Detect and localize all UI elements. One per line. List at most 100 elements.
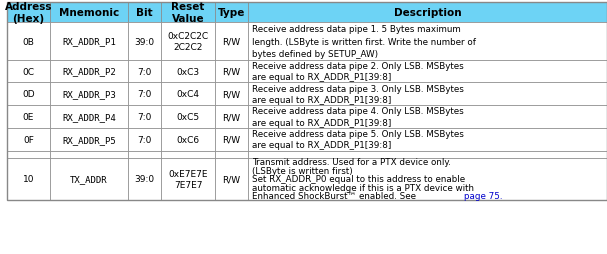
Text: Reset
Value: Reset Value [171, 2, 205, 24]
Text: 7:0: 7:0 [137, 113, 152, 122]
Text: 7:0: 7:0 [137, 90, 152, 99]
Text: 0xE7E7E
7E7E7: 0xE7E7E 7E7E7 [168, 169, 208, 189]
Bar [128, 151, 161, 158]
Text: Mnemonic: Mnemonic [59, 8, 119, 18]
Bar [50, 60, 128, 83]
Text: Receive address data pipe 2. Only LSB. MSBytes: Receive address data pipe 2. Only LSB. M… [252, 62, 463, 71]
Text: R/W: R/W [223, 37, 240, 46]
Bar [7, 3, 607, 200]
Text: R/W: R/W [223, 90, 240, 99]
Text: 0xC6: 0xC6 [177, 135, 200, 144]
Text: 0B: 0B [22, 37, 35, 46]
Text: page 75.: page 75. [464, 192, 503, 200]
Bar [50, 83, 128, 106]
Bar [161, 23, 215, 60]
Text: Receive address data pipe 3. Only LSB. MSBytes: Receive address data pipe 3. Only LSB. M… [252, 84, 464, 93]
Bar [215, 83, 248, 106]
Text: R/W: R/W [223, 113, 240, 122]
Bar [7, 128, 50, 151]
Bar [215, 158, 248, 200]
Bar [7, 151, 50, 158]
Bar [161, 60, 215, 83]
Bar [248, 3, 607, 23]
Text: Type: Type [218, 8, 245, 18]
Text: Receive address data pipe 5. Only LSB. MSBytes: Receive address data pipe 5. Only LSB. M… [252, 130, 464, 138]
Text: 0xC2C2C
2C2C2: 0xC2C2C 2C2C2 [168, 32, 209, 52]
Bar [248, 23, 607, 60]
Bar [7, 3, 50, 23]
Text: 0D: 0D [22, 90, 35, 99]
Bar [248, 60, 607, 83]
Bar [128, 106, 161, 128]
Bar [248, 151, 607, 158]
Text: (LSByte is written first): (LSByte is written first) [252, 166, 353, 175]
Text: RX_ADDR_P5: RX_ADDR_P5 [62, 135, 116, 144]
Text: length. (LSByte is written first. Write the number of: length. (LSByte is written first. Write … [252, 37, 475, 46]
Bar [215, 60, 248, 83]
Text: 0C: 0C [22, 67, 35, 76]
Bar [215, 3, 248, 23]
Bar [50, 3, 128, 23]
Text: 0E: 0E [22, 113, 34, 122]
Text: RX_ADDR_P1: RX_ADDR_P1 [62, 37, 116, 46]
Text: 10: 10 [22, 175, 34, 184]
Bar [7, 83, 50, 106]
Bar [50, 158, 128, 200]
Text: Address
(Hex): Address (Hex) [5, 2, 52, 24]
Bar [50, 151, 128, 158]
Text: Transmit address. Used for a PTX device only.: Transmit address. Used for a PTX device … [252, 158, 450, 167]
Text: automatic acknowledge if this is a PTX device with: automatic acknowledge if this is a PTX d… [252, 183, 473, 192]
Bar [215, 106, 248, 128]
Text: 7:0: 7:0 [137, 67, 152, 76]
Text: 0xC4: 0xC4 [177, 90, 200, 99]
Bar [128, 128, 161, 151]
Bar [161, 83, 215, 106]
Bar [248, 83, 607, 106]
Text: Set RX_ADDR_P0 equal to this address to enable: Set RX_ADDR_P0 equal to this address to … [252, 175, 465, 184]
Bar [50, 23, 128, 60]
Text: 0F: 0F [23, 135, 34, 144]
Text: are equal to RX_ADDR_P1[39:8]: are equal to RX_ADDR_P1[39:8] [252, 96, 391, 105]
Bar [161, 3, 215, 23]
Bar [50, 106, 128, 128]
Text: 39:0: 39:0 [135, 175, 155, 184]
Bar [248, 106, 607, 128]
Text: are equal to RX_ADDR_P1[39:8]: are equal to RX_ADDR_P1[39:8] [252, 141, 391, 150]
Text: are equal to RX_ADDR_P1[39:8]: are equal to RX_ADDR_P1[39:8] [252, 73, 391, 82]
Bar [161, 158, 215, 200]
Text: Enhanced ShockBurst™ enabled. See: Enhanced ShockBurst™ enabled. See [252, 192, 418, 200]
Text: R/W: R/W [223, 135, 240, 144]
Text: Receive address data pipe 4. Only LSB. MSBytes: Receive address data pipe 4. Only LSB. M… [252, 107, 463, 116]
Text: Receive address data pipe 1. 5 Bytes maximum: Receive address data pipe 1. 5 Bytes max… [252, 25, 461, 34]
Bar [248, 158, 607, 200]
Text: RX_ADDR_P4: RX_ADDR_P4 [62, 113, 116, 122]
Text: 0xC5: 0xC5 [177, 113, 200, 122]
Bar [215, 23, 248, 60]
Bar [161, 106, 215, 128]
Bar [128, 23, 161, 60]
Text: Bit: Bit [136, 8, 153, 18]
Bar [215, 128, 248, 151]
Text: Description: Description [394, 8, 461, 18]
Text: 39:0: 39:0 [135, 37, 155, 46]
Bar [128, 83, 161, 106]
Bar [161, 151, 215, 158]
Bar [161, 128, 215, 151]
Text: RX_ADDR_P3: RX_ADDR_P3 [62, 90, 116, 99]
Bar [128, 3, 161, 23]
Bar [7, 23, 50, 60]
Bar [7, 158, 50, 200]
Bar [128, 158, 161, 200]
Text: RX_ADDR_P2: RX_ADDR_P2 [62, 67, 116, 76]
Text: bytes defined by SETUP_AW): bytes defined by SETUP_AW) [252, 50, 378, 59]
Text: 7:0: 7:0 [137, 135, 152, 144]
Text: TX_ADDR: TX_ADDR [70, 175, 108, 184]
Text: R/W: R/W [223, 67, 240, 76]
Text: are equal to RX_ADDR_P1[39:8]: are equal to RX_ADDR_P1[39:8] [252, 118, 391, 127]
Bar [7, 106, 50, 128]
Bar [248, 128, 607, 151]
Text: 0xC3: 0xC3 [177, 67, 200, 76]
Bar [215, 151, 248, 158]
Bar [50, 128, 128, 151]
Text: R/W: R/W [223, 175, 240, 184]
